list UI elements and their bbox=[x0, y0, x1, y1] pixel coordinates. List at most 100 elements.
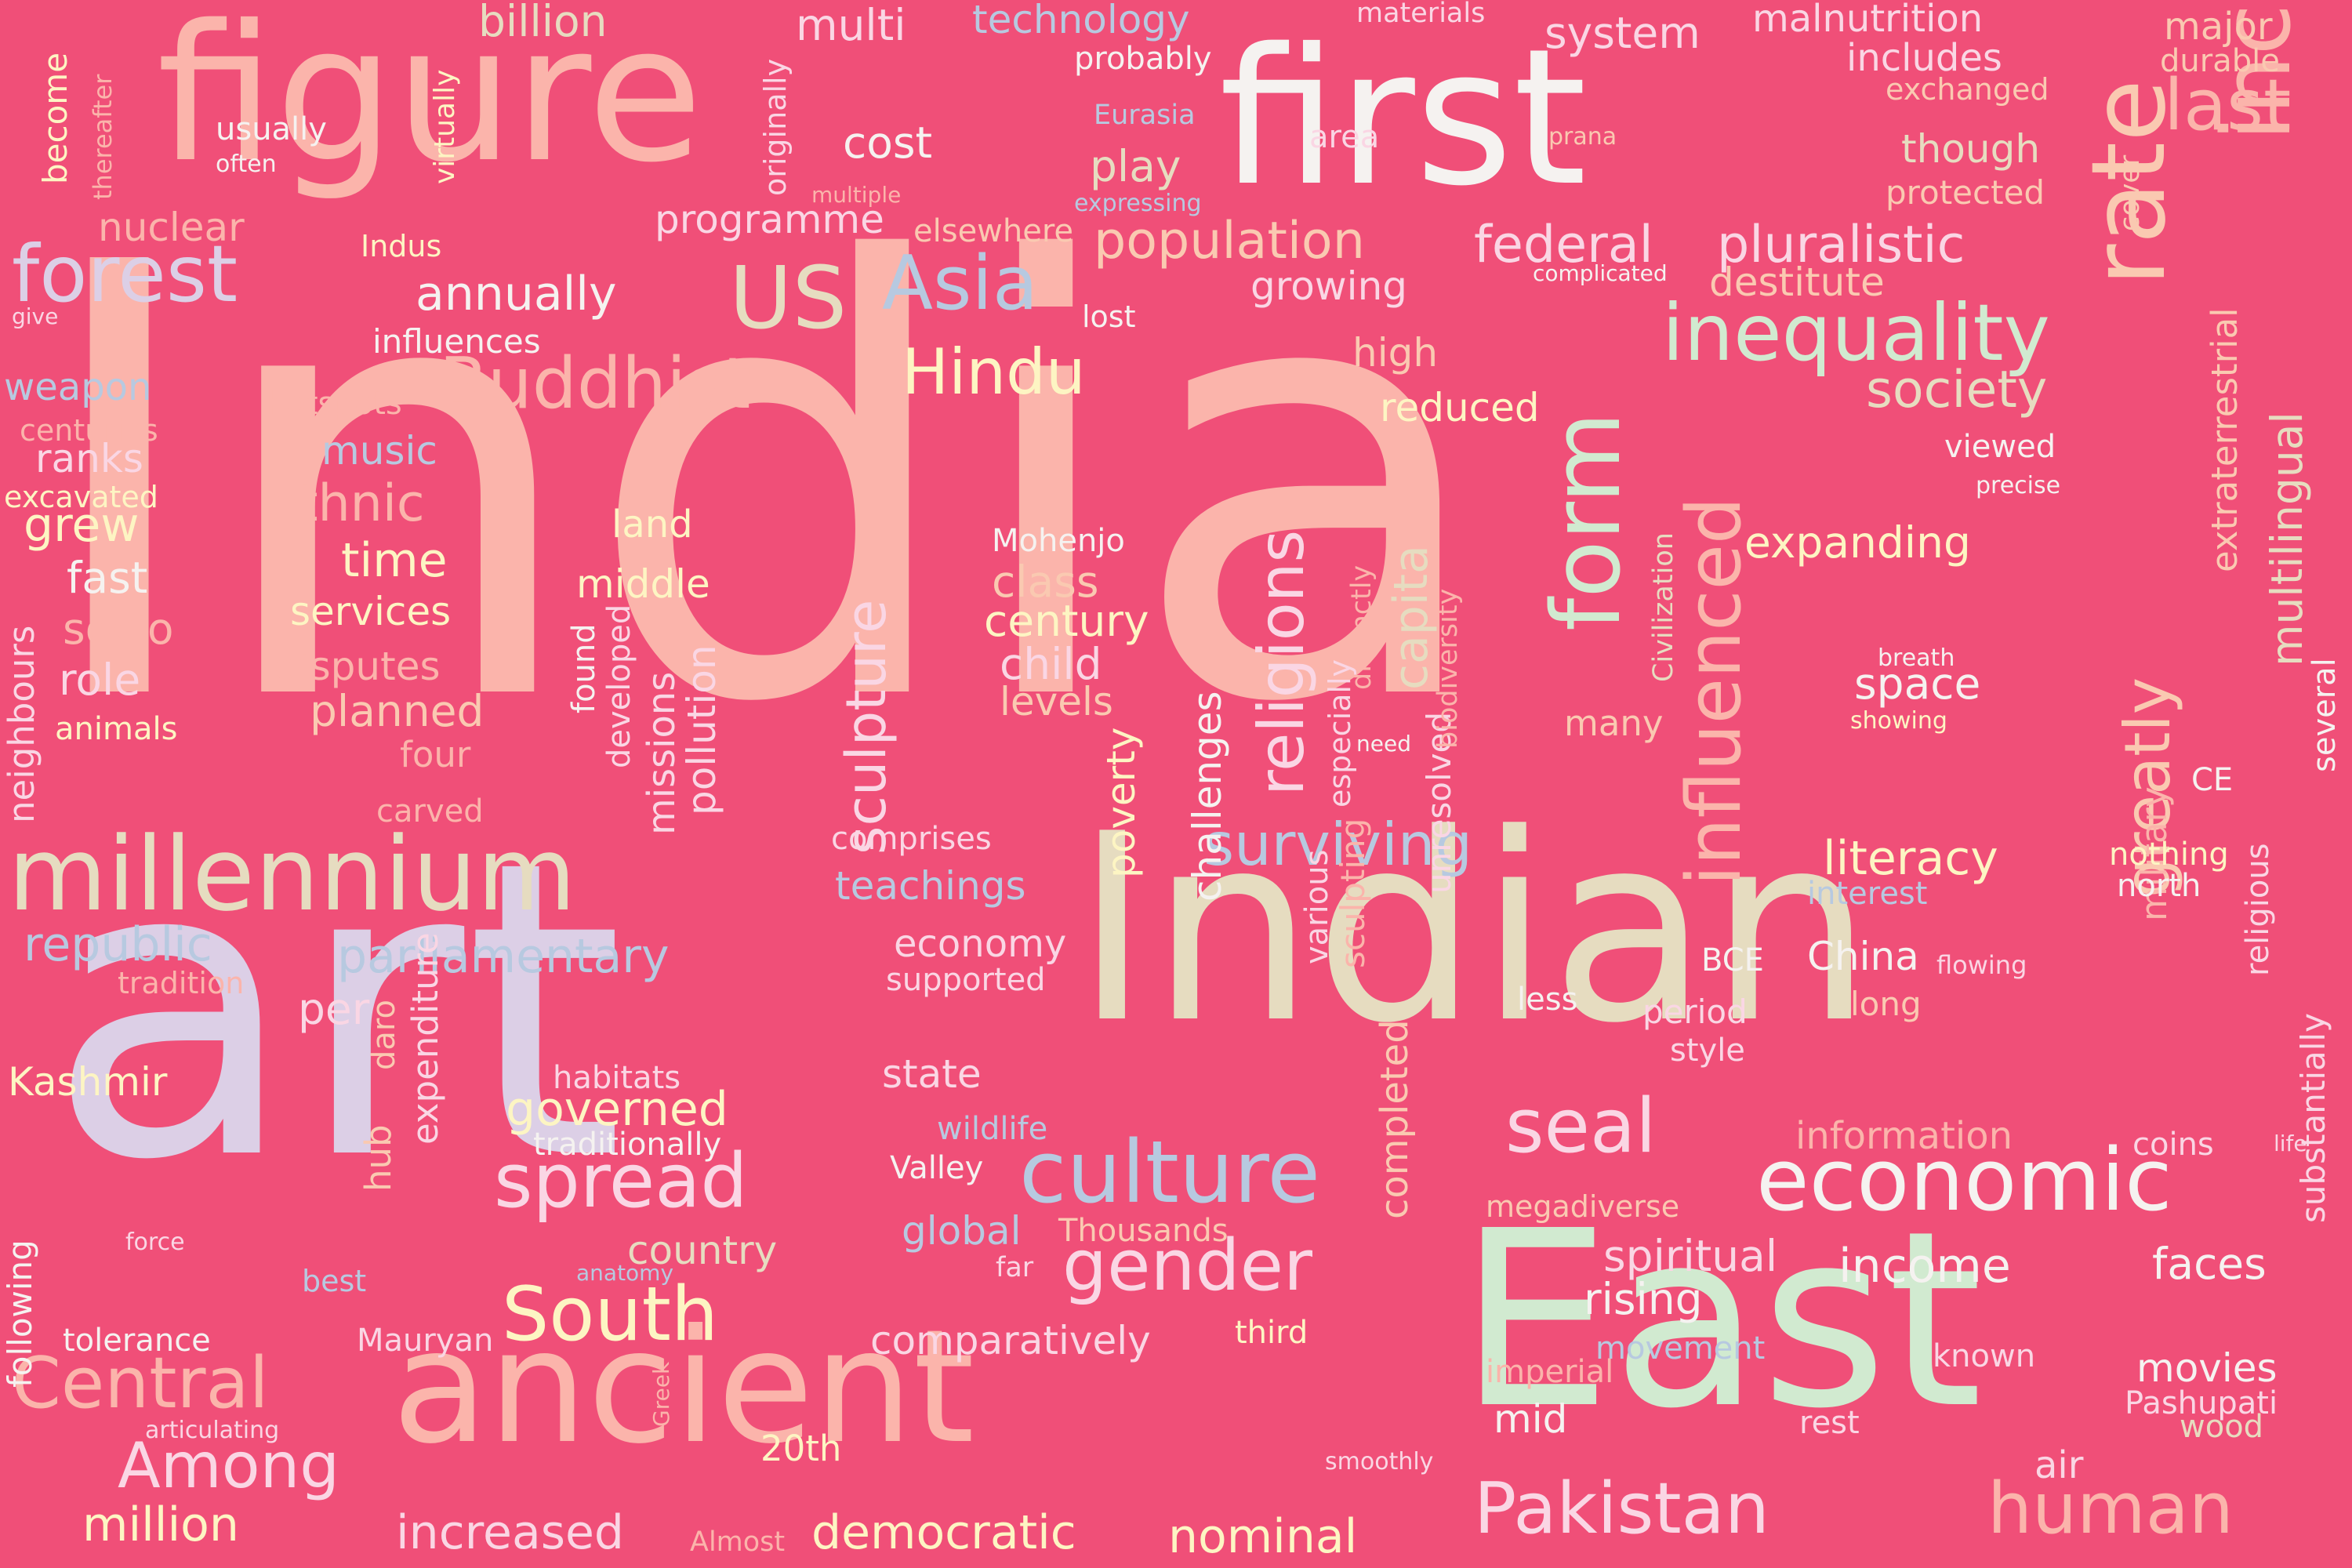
cloud-word: spiritual bbox=[1603, 1231, 1778, 1281]
cloud-word: child bbox=[1000, 639, 1102, 689]
cloud-word: US bbox=[729, 248, 848, 348]
cloud-word: surviving bbox=[1203, 810, 1473, 879]
cloud-word: first bbox=[1219, 8, 1587, 227]
cloud-word: traditionally bbox=[533, 1127, 722, 1163]
cloud-word: north bbox=[2117, 868, 2201, 904]
cloud-word: Central bbox=[12, 1342, 269, 1425]
cloud-word: million bbox=[82, 1497, 239, 1552]
cloud-word: need bbox=[1356, 731, 1411, 757]
cloud-word: system bbox=[1544, 8, 1700, 58]
cloud-word: state bbox=[882, 1051, 982, 1097]
cloud-word: comparatively bbox=[870, 1318, 1151, 1363]
cloud-word: extraterrestrial bbox=[2204, 307, 2245, 572]
cloud-word: last bbox=[2164, 64, 2292, 147]
cloud-word: religious bbox=[2240, 843, 2276, 976]
cloud-word: usually bbox=[216, 111, 327, 147]
cloud-word: per bbox=[298, 984, 370, 1034]
cloud-word: mid bbox=[1494, 1396, 1568, 1442]
cloud-word: cover bbox=[2114, 154, 2146, 231]
cloud-word: often bbox=[216, 151, 277, 178]
cloud-word: information bbox=[1795, 1114, 2013, 1158]
cloud-word: ancient bbox=[392, 1296, 975, 1479]
cloud-word: Hindu bbox=[902, 336, 1086, 408]
cloud-word: middle bbox=[576, 561, 710, 607]
cloud-word: Indian bbox=[1074, 779, 1874, 1080]
cloud-word: become bbox=[36, 52, 74, 184]
cloud-word: wood bbox=[2180, 1409, 2264, 1445]
cloud-word: Pashupati bbox=[2125, 1385, 2278, 1421]
cloud-word: forest bbox=[12, 228, 238, 320]
cloud-word: Buddhist bbox=[439, 343, 751, 425]
cloud-word: centuries bbox=[20, 413, 158, 448]
cloud-word: democratic bbox=[811, 1505, 1076, 1560]
cloud-word: Thousands bbox=[1058, 1213, 1229, 1249]
cloud-word: growing bbox=[1250, 263, 1407, 309]
cloud-word: literacy bbox=[1823, 831, 1998, 886]
cloud-word: Valley bbox=[890, 1150, 984, 1186]
cloud-word: interest bbox=[1807, 876, 1928, 912]
cloud-word: tradition bbox=[118, 966, 245, 1000]
cloud-word: multilingual bbox=[2262, 412, 2312, 666]
cloud-word: governed bbox=[506, 1082, 728, 1137]
cloud-word: coins bbox=[2132, 1127, 2214, 1163]
cloud-word: materials bbox=[1356, 0, 1486, 29]
cloud-word: Kashmir bbox=[8, 1059, 168, 1105]
cloud-word: South bbox=[502, 1272, 719, 1358]
cloud-word: protected bbox=[1886, 173, 2045, 212]
cloud-word: economic bbox=[1756, 1130, 2172, 1230]
cloud-word: thereafter bbox=[88, 74, 118, 200]
cloud-word: Greek bbox=[648, 1361, 674, 1427]
cloud-word: millennium bbox=[8, 815, 576, 934]
cloud-word: style bbox=[1670, 1033, 1745, 1069]
cloud-word: land bbox=[612, 503, 693, 546]
cloud-word: probably bbox=[1074, 41, 1212, 77]
cloud-word: Civilization bbox=[1648, 532, 1679, 682]
cloud-word: grew bbox=[24, 498, 140, 553]
cloud-word: class bbox=[992, 557, 1099, 607]
cloud-word: weapon bbox=[4, 365, 152, 409]
cloud-word: levels bbox=[1000, 679, 1113, 724]
cloud-word: Among bbox=[118, 1429, 340, 1502]
cloud-word: CE bbox=[2191, 762, 2234, 798]
cloud-word: articulating bbox=[145, 1417, 280, 1444]
cloud-word: nothing bbox=[2109, 837, 2229, 873]
cloud-word: lost bbox=[1082, 299, 1136, 334]
cloud-word: pollution bbox=[679, 644, 724, 815]
cloud-word: parliamentary bbox=[337, 929, 670, 984]
cloud-word: disputes bbox=[274, 644, 441, 689]
cloud-word: challenges bbox=[1185, 691, 1230, 902]
cloud-word: give bbox=[12, 303, 59, 329]
cloud-word: Mohenjo bbox=[992, 523, 1125, 559]
cloud-word: exchanged bbox=[1886, 72, 2049, 107]
cloud-word: four bbox=[400, 734, 471, 775]
cloud-word: third bbox=[1235, 1315, 1308, 1351]
cloud-word: art bbox=[47, 774, 625, 1249]
cloud-word: global bbox=[902, 1208, 1022, 1254]
cloud-word: expenditure bbox=[405, 932, 446, 1145]
cloud-word: population bbox=[1094, 212, 1365, 270]
cloud-word: period bbox=[1642, 993, 1748, 1031]
cloud-word: prana bbox=[1548, 123, 1617, 151]
cloud-word: economy bbox=[894, 922, 1067, 966]
cloud-word: services bbox=[290, 589, 452, 634]
cloud-word: technology bbox=[972, 0, 1190, 42]
cloud-word: durable bbox=[2160, 43, 2280, 79]
cloud-word: expanding bbox=[1744, 517, 1971, 568]
cloud-word: tolerance bbox=[63, 1323, 211, 1359]
cloud-word: Eurasia bbox=[1094, 100, 1196, 131]
cloud-word: following bbox=[1, 1240, 39, 1388]
cloud-word: area bbox=[1309, 119, 1380, 155]
cloud-word: ranks bbox=[35, 436, 143, 481]
cloud-word: force bbox=[125, 1229, 185, 1256]
cloud-word: country bbox=[627, 1228, 778, 1273]
cloud-word: complicated bbox=[1533, 260, 1668, 286]
cloud-word: rest bbox=[1799, 1405, 1860, 1441]
cloud-word: society bbox=[1866, 361, 2048, 419]
cloud-word: culture bbox=[1019, 1122, 1321, 1222]
cloud-word: malnutrition bbox=[1752, 0, 1984, 41]
cloud-word: precise bbox=[1976, 472, 2061, 499]
cloud-word: missions bbox=[640, 671, 684, 835]
cloud-word: influenced bbox=[1671, 496, 1758, 886]
cloud-word: flowing bbox=[1936, 950, 2027, 980]
